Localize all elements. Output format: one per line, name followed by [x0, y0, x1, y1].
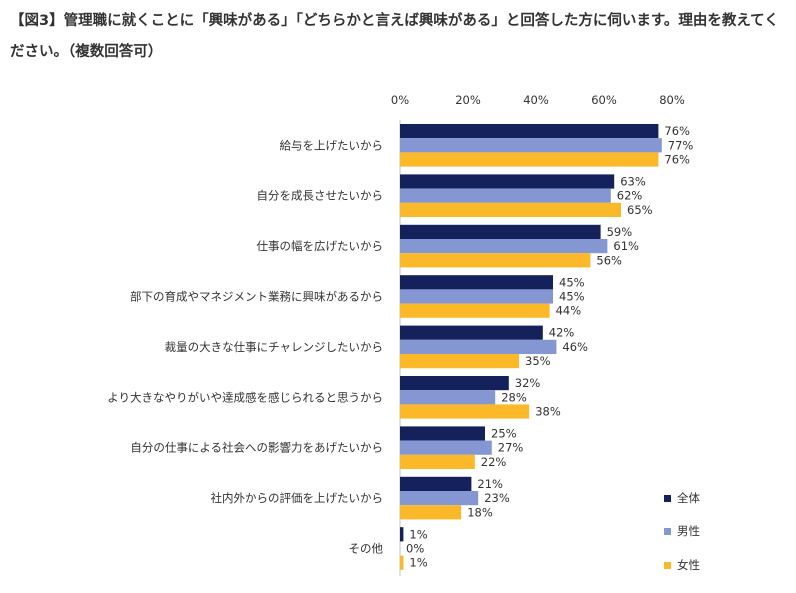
legend-label: 女性: [677, 558, 700, 572]
chart-title: 【図3】管理職に就くことに「興味がある」「どちらかと言えば興味がある」と回答した…: [10, 13, 779, 60]
category-label: より大きなやりがいや達成感を感じられると思うから: [107, 390, 383, 404]
bar-男性: [400, 289, 553, 304]
category-label: 仕事の幅を広げたいから: [257, 239, 384, 253]
bar-男性: [400, 239, 608, 254]
x-tick-label: 60%: [591, 93, 617, 107]
data-label: 76%: [664, 153, 690, 167]
data-label: 1%: [409, 556, 427, 570]
legend-swatch: [664, 562, 671, 569]
data-label: 59%: [607, 225, 633, 239]
data-label: 1%: [409, 527, 427, 541]
data-label: 35%: [525, 354, 551, 368]
x-tick-label: 0%: [391, 93, 409, 107]
data-label: 77%: [668, 138, 694, 152]
x-tick-label: 40%: [523, 93, 549, 107]
bar-男性: [400, 138, 662, 153]
data-label: 63%: [620, 175, 646, 189]
category-label: 自分を成長させたいから: [257, 189, 384, 203]
bar-全体: [400, 376, 509, 391]
bar-全体: [400, 275, 553, 290]
data-label: 23%: [484, 491, 510, 505]
data-label: 65%: [627, 203, 653, 217]
bar-女性: [400, 202, 621, 217]
x-tick-label: 20%: [455, 93, 481, 107]
bar-全体: [400, 527, 404, 542]
bar-女性: [400, 354, 519, 369]
bar-全体: [400, 426, 485, 441]
data-label: 62%: [617, 189, 643, 203]
data-label: 76%: [664, 124, 690, 138]
data-label: 56%: [596, 253, 622, 267]
category-label: その他: [349, 542, 384, 556]
data-label: 32%: [515, 376, 541, 390]
bar-女性: [400, 303, 550, 318]
data-label: 18%: [467, 505, 493, 519]
bar-全体: [400, 124, 659, 139]
bar-男性: [400, 440, 492, 455]
bar-全体: [400, 325, 543, 340]
bar-全体: [400, 476, 472, 491]
bar-全体: [400, 224, 601, 239]
category-label: 部下の育成やマネジメント業務に興味があるから: [130, 290, 383, 304]
bar-男性: [400, 188, 611, 203]
bar-女性: [400, 404, 530, 419]
category-label: 裁量の大きな仕事にチャレンジしたいから: [165, 340, 383, 354]
bar-全体: [400, 174, 615, 189]
data-label: 45%: [559, 290, 585, 304]
bar-男性: [400, 491, 479, 506]
bar-女性: [400, 152, 659, 167]
category-label: 給与を上げたいから: [280, 138, 384, 152]
data-label: 22%: [481, 455, 507, 469]
legend-swatch: [664, 495, 671, 502]
data-label: 21%: [477, 477, 503, 491]
data-label: 46%: [562, 340, 588, 354]
bar-女性: [400, 555, 404, 570]
data-label: 27%: [498, 441, 524, 455]
legend-swatch: [664, 528, 671, 535]
bar-男性: [400, 390, 496, 405]
data-label: 28%: [501, 390, 527, 404]
bar-女性: [400, 454, 475, 469]
data-label: 25%: [491, 427, 517, 441]
data-label: 0%: [406, 542, 424, 556]
data-label: 44%: [556, 304, 582, 318]
bar-女性: [400, 253, 591, 268]
data-label: 61%: [613, 239, 639, 253]
x-tick-label: 80%: [659, 93, 685, 107]
bar-女性: [400, 505, 462, 520]
data-label: 45%: [559, 275, 585, 289]
data-label: 42%: [549, 326, 575, 340]
legend-label: 全体: [677, 491, 700, 505]
data-label: 38%: [535, 405, 561, 419]
category-label: 自分の仕事による社会への影響力をあげたいから: [130, 441, 383, 455]
bar-男性: [400, 339, 557, 354]
legend-label: 男性: [677, 524, 700, 538]
category-label: 社内外からの評価を上げたいから: [211, 491, 384, 505]
